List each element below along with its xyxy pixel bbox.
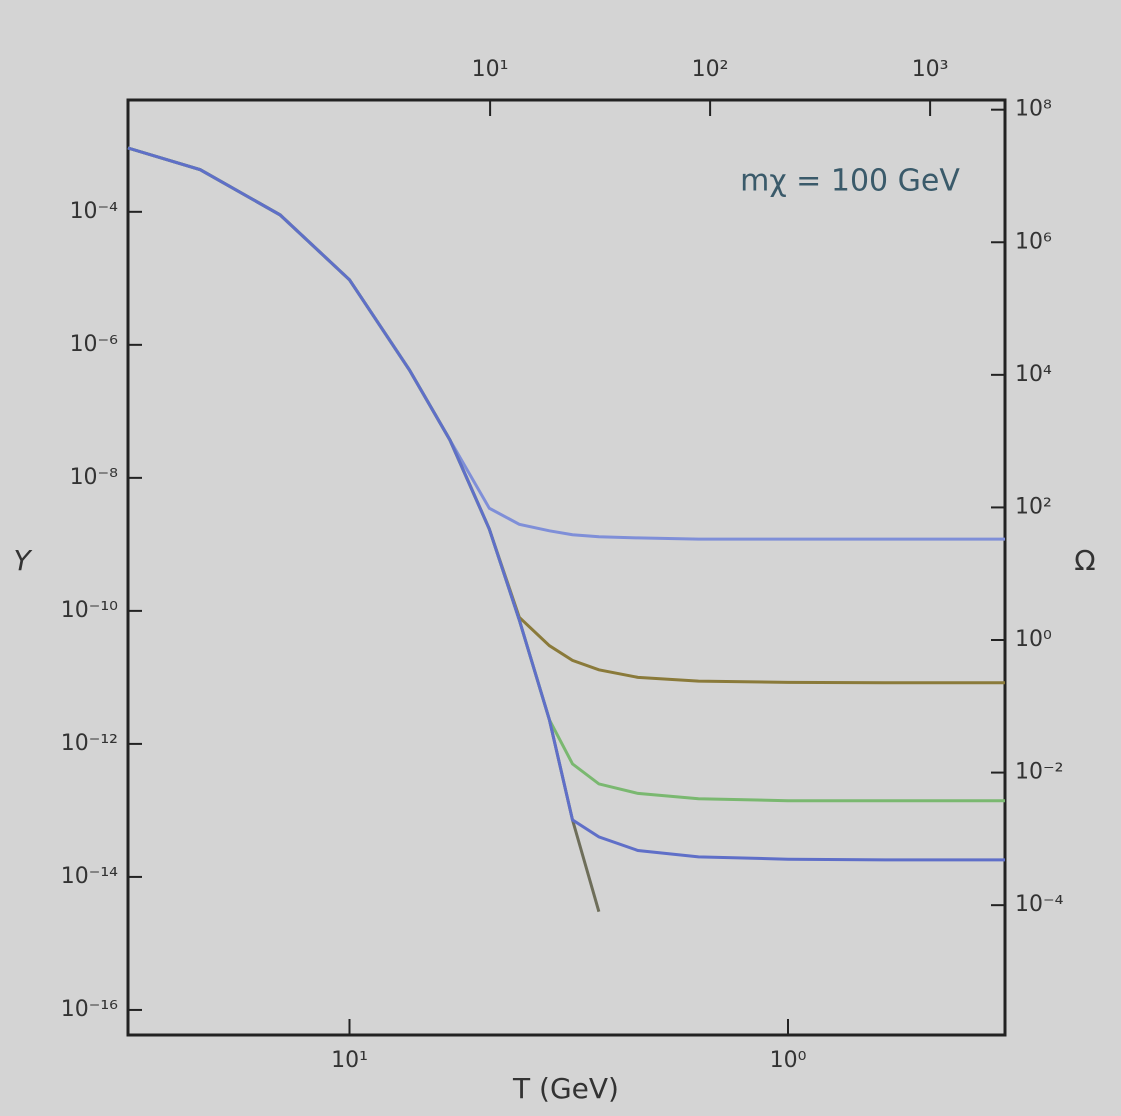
y2-tick-label: 10⁻² — [1015, 760, 1063, 785]
y2-tick-label: 10⁶ — [1015, 229, 1052, 254]
x2-tick-label: 10¹ — [472, 57, 509, 82]
annotation: mχ = 100 GeV — [740, 164, 960, 199]
y-tick-label: 10⁻¹⁶ — [61, 997, 118, 1022]
series-line — [127, 146, 1005, 862]
y-tick-label: 10⁻⁸ — [70, 465, 119, 490]
y2-tick-label: 10⁰ — [1015, 627, 1052, 652]
y2-tick-label: 10² — [1015, 494, 1052, 519]
x2-tick-label: 10² — [692, 57, 729, 82]
x-tick-label: 10¹ — [331, 1048, 368, 1073]
x-axis-label: T (GeV) — [512, 1072, 619, 1105]
y-tick-label: 10⁻⁶ — [70, 332, 119, 357]
y-tick-label: 10⁻¹⁴ — [61, 864, 118, 889]
y2-axis-label: Ω — [1074, 544, 1095, 577]
y-tick-label: 10⁻¹² — [61, 731, 118, 756]
y-tick-label: 10⁻⁴ — [70, 199, 119, 224]
x-tick-label: 10⁰ — [770, 1048, 807, 1073]
y-axis-label: Y — [13, 544, 32, 577]
y-tick-label: 10⁻¹⁰ — [61, 598, 118, 623]
y2-tick-label: 10⁴ — [1015, 362, 1052, 387]
y2-tick-label: 10⁸ — [1015, 97, 1052, 122]
x2-tick-label: 10³ — [912, 57, 949, 82]
plot-frame — [126, 98, 1007, 1037]
y2-tick-label: 10⁻⁴ — [1015, 892, 1064, 917]
